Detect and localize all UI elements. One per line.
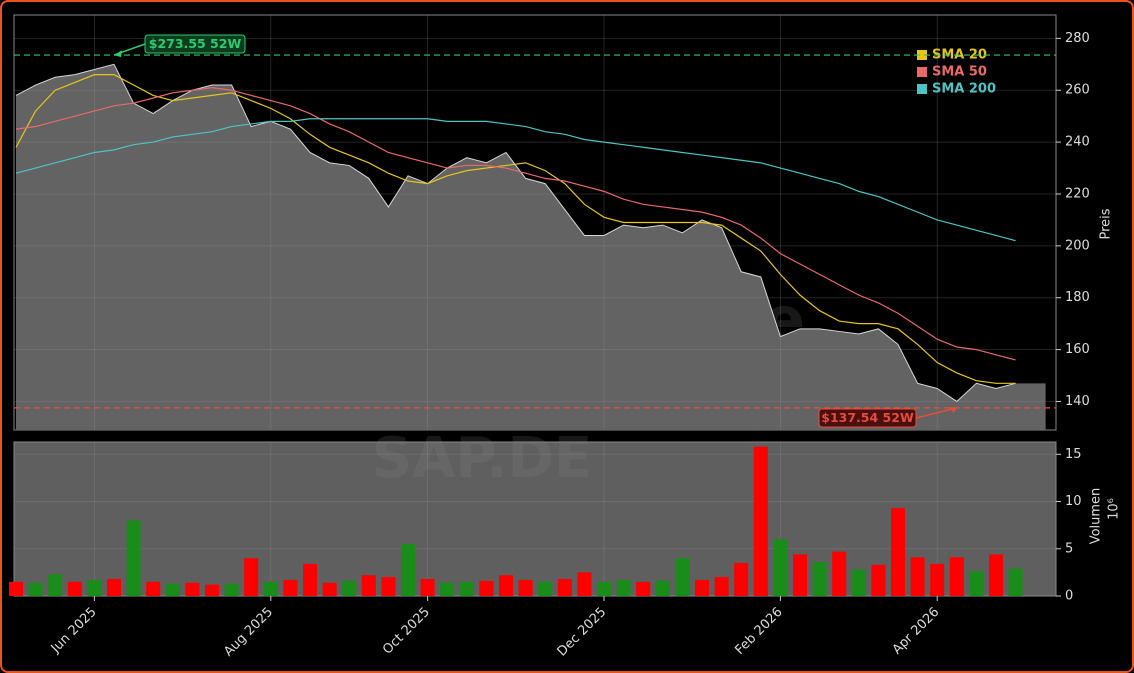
volume-exponent: 10⁶ <box>1107 498 1122 520</box>
y-tick-label: 240 <box>1065 135 1090 150</box>
volume-bar <box>381 577 396 596</box>
watermark: SAP.DE <box>372 426 592 491</box>
volume-bar <box>401 544 415 596</box>
volume-bar <box>518 579 533 596</box>
volume-bar <box>557 578 572 596</box>
volume-bar <box>146 581 161 596</box>
volume-bar <box>753 446 768 596</box>
volume-bar <box>342 580 357 596</box>
volume-bar <box>244 558 259 596</box>
volume-bar <box>714 577 729 596</box>
x-tick-label: Aug 2025 <box>221 605 276 660</box>
volume-bar <box>9 581 23 596</box>
volume-bar <box>205 584 219 596</box>
annotation-box <box>818 408 917 428</box>
volume-bar <box>283 579 298 596</box>
volume-bar <box>48 574 63 596</box>
volume-bar <box>597 581 611 596</box>
volume-bar <box>538 581 553 596</box>
y-axis-label: Preis <box>1099 208 1114 239</box>
volume-bar <box>67 581 82 596</box>
volume-bar <box>871 564 886 596</box>
volume-bar <box>989 554 1003 596</box>
volume-bar <box>655 580 670 596</box>
sma-line <box>15 87 1016 361</box>
volume-bar <box>165 583 180 596</box>
close-area <box>16 64 1046 430</box>
volume-bar <box>303 563 317 596</box>
x-tick-label: Feb 2026 <box>733 605 786 658</box>
volume-bar <box>636 581 651 596</box>
annotation-label: $273.55 52W <box>149 36 242 51</box>
legend-swatch <box>917 50 927 60</box>
volume-bar <box>107 578 121 596</box>
x-tick-label: Jun 2025 <box>48 605 100 657</box>
volume-bar <box>891 508 905 596</box>
volume-bar <box>87 579 102 596</box>
volume-bar <box>361 575 376 596</box>
annotation-box <box>144 34 246 54</box>
y-tick-label: 200 <box>1065 238 1090 253</box>
legend-label: SMA 50 <box>932 65 987 80</box>
x-tick-label: Apr 2026 <box>890 605 943 658</box>
sma-line <box>15 74 1016 384</box>
volume-bar <box>793 554 807 596</box>
volume-bar <box>930 563 945 596</box>
y-tick-label: 220 <box>1065 186 1090 201</box>
volume-bar <box>263 581 278 596</box>
volume-bar <box>1008 568 1023 596</box>
volume-bar <box>616 579 631 596</box>
annotation-arrowhead <box>114 50 122 58</box>
y-tick-label: 15 <box>1065 447 1082 462</box>
annotation-arrow <box>915 407 957 419</box>
legend-label: SMA 200 <box>932 82 996 97</box>
volume-bar <box>695 579 709 596</box>
content: forexsignale.tradeSAP.DE1401601802002202… <box>9 15 1090 660</box>
volume-bar <box>910 557 925 596</box>
volume-bar <box>734 562 749 596</box>
volume-bar <box>499 575 513 596</box>
volume-bar <box>224 583 239 596</box>
y-tick-label: 180 <box>1065 290 1090 305</box>
x-tick-label: Oct 2025 <box>380 605 433 658</box>
volume-bar <box>773 539 788 596</box>
volume-bar <box>28 582 43 596</box>
y-tick-label: 5 <box>1065 541 1073 556</box>
volume-bar <box>479 580 494 596</box>
volume-bar <box>949 557 964 596</box>
y-tick-label: 160 <box>1065 342 1090 357</box>
volume-bar <box>851 569 866 596</box>
volume-bar <box>459 581 474 596</box>
volume-bar <box>832 551 847 596</box>
legend-swatch <box>917 67 927 77</box>
volume-bar <box>969 571 984 596</box>
volume-bar <box>126 520 141 596</box>
annotation-arrowhead <box>948 406 957 413</box>
volume-bar <box>420 578 435 596</box>
y-tick-label: 0 <box>1065 589 1073 604</box>
y-tick-label: 280 <box>1065 31 1090 46</box>
volume-bar <box>185 582 200 596</box>
legend-swatch <box>917 84 927 94</box>
y-tick-label: 10 <box>1065 494 1082 509</box>
close-line <box>15 63 1016 403</box>
y-tick-label: 140 <box>1065 394 1090 409</box>
volume-bar <box>322 582 337 596</box>
volume-bar <box>440 582 455 596</box>
volume-bar <box>577 572 592 596</box>
sma-line <box>15 118 1016 242</box>
volume-axis-label: Volumen <box>1089 488 1104 545</box>
volume-bar <box>812 561 827 596</box>
x-tick-label: Dec 2025 <box>555 605 610 660</box>
volume-bar <box>675 558 690 596</box>
y-tick-label: 260 <box>1065 83 1090 98</box>
annotation-label: $137.54 52W <box>821 410 914 425</box>
